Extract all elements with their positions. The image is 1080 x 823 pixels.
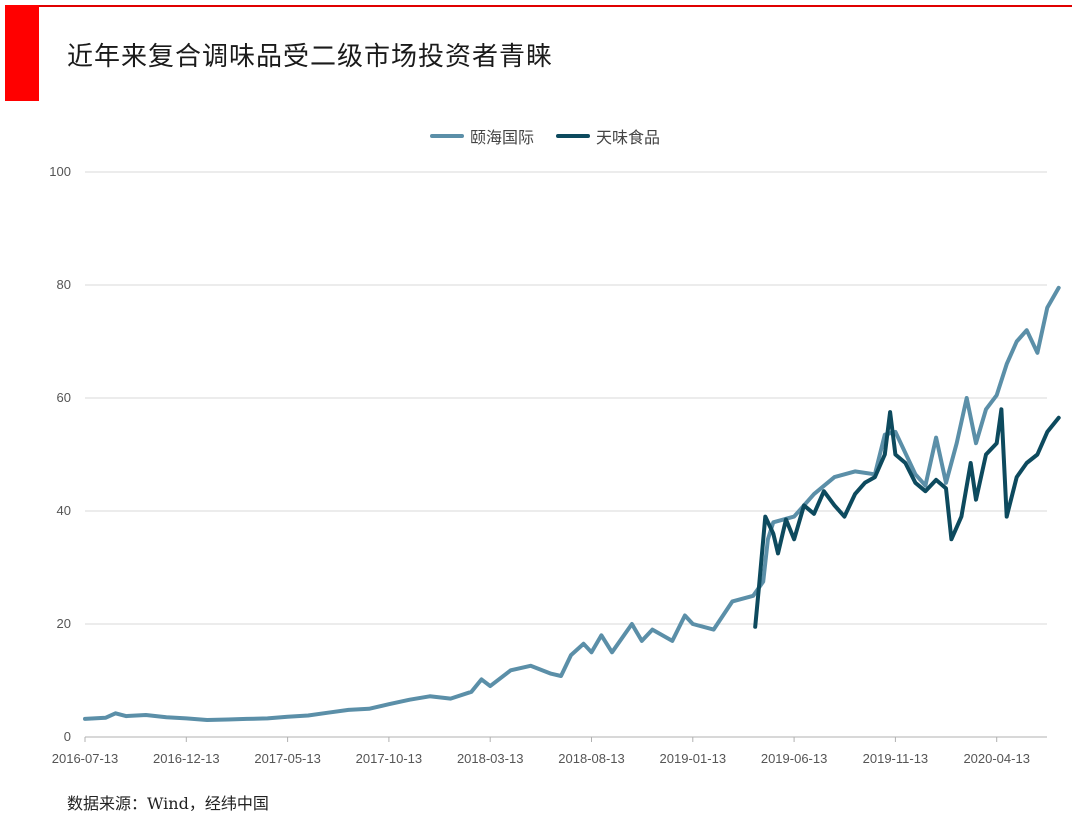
x-tick-label: 2020-04-13	[963, 751, 1030, 766]
x-tick-label: 2016-12-13	[153, 751, 220, 766]
y-tick-label: 0	[64, 729, 71, 744]
x-tick-label: 2019-01-13	[660, 751, 727, 766]
line-chart: 0 20 40 60 80 100 2016-07-13 2016-12-13 2017-05-…	[49, 164, 1061, 766]
chart-title: 近年来复合调味品受二级市场投资者青睐	[67, 42, 554, 72]
y-tick-label: 80	[57, 277, 71, 292]
legend-item-series1: 颐海国际	[430, 124, 534, 148]
x-tick-label: 2018-03-13	[457, 751, 524, 766]
y-tick-label: 20	[57, 616, 71, 631]
legend-swatch-series2	[556, 134, 591, 138]
y-tick-label: 40	[57, 503, 71, 518]
x-tick-label: 2019-06-13	[761, 751, 828, 766]
source-note: 数据来源：Wind，经纬中国	[67, 794, 269, 813]
x-tick-label: 2017-10-13	[356, 751, 423, 766]
series-line-2	[753, 407, 1061, 629]
legend-swatch-series1	[430, 134, 464, 138]
legend-item-series2: 天味食品	[556, 124, 660, 148]
brand-red-block	[5, 5, 39, 101]
x-tick-label: 2019-11-13	[863, 751, 929, 766]
legend-label-series2: 天味食品	[596, 128, 661, 147]
legend: 颐海国际 天味食品	[430, 124, 660, 148]
y-tick-label: 60	[57, 390, 71, 405]
top-rule	[38, 5, 1072, 7]
x-tick-label: 2016-07-13	[52, 751, 119, 766]
x-tick-label: 2017-05-13	[254, 751, 321, 766]
y-tick-label: 100	[49, 164, 71, 179]
x-tick-label: 2018-08-13	[558, 751, 625, 766]
legend-label-series1: 颐海国际	[470, 128, 535, 147]
series-line-1	[83, 285, 1061, 722]
